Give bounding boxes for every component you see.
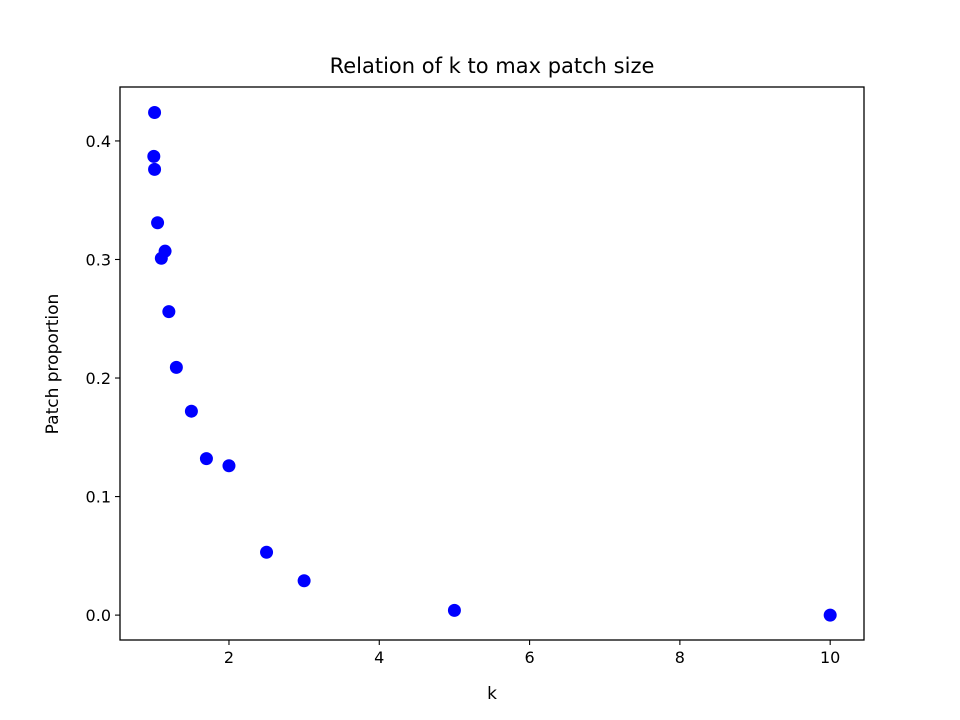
data-point <box>162 305 176 319</box>
data-point <box>184 404 198 418</box>
x-tick-label: 2 <box>224 648 234 667</box>
x-tick-label: 8 <box>675 648 685 667</box>
chart-title: Relation of k to max patch size <box>330 54 655 78</box>
y-axis-label: Patch proportion <box>43 294 63 435</box>
data-point <box>148 105 162 119</box>
data-point <box>447 603 461 617</box>
data-point <box>199 452 213 466</box>
x-tick-label: 4 <box>374 648 384 667</box>
x-tick-label: 10 <box>820 648 840 667</box>
data-point <box>823 608 837 622</box>
data-point <box>297 574 311 588</box>
data-point <box>222 459 236 473</box>
plot-frame <box>119 86 865 641</box>
data-point <box>148 162 162 176</box>
data-point <box>260 545 274 559</box>
plot-area <box>120 87 864 640</box>
y-tick-label: 0.1 <box>86 488 111 507</box>
data-point <box>151 216 165 230</box>
data-point <box>154 251 168 265</box>
plot-background <box>120 87 864 640</box>
y-tick-label: 0.0 <box>86 606 111 625</box>
data-point <box>147 149 161 163</box>
x-axis-label: k <box>487 684 497 704</box>
data-points <box>147 105 837 622</box>
x-axis-ticks: 2 4 6 8 10 <box>224 640 840 667</box>
x-tick-label: 6 <box>524 648 534 667</box>
y-tick-label: 0.4 <box>86 132 111 151</box>
y-axis-ticks: 0.0 0.1 0.2 0.3 0.4 <box>86 132 120 625</box>
y-tick-label: 0.2 <box>86 369 111 388</box>
data-point <box>169 360 183 374</box>
y-tick-label: 0.3 <box>86 250 111 269</box>
